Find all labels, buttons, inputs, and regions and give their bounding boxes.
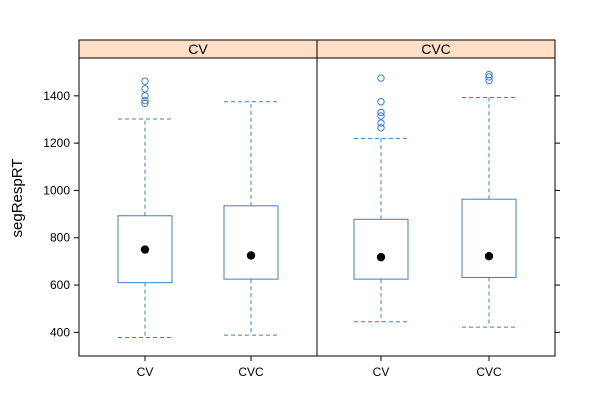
- y-tick-label: 1200: [43, 136, 70, 150]
- iqr-box: [223, 205, 279, 280]
- strip-label: CVC: [421, 41, 451, 57]
- outlier-point: [141, 96, 149, 105]
- panel-frame: [316, 57, 556, 357]
- y-tick-label: 1000: [43, 183, 70, 197]
- x-tick-label: CVC: [238, 365, 264, 379]
- x-tick-label: CVC: [476, 365, 502, 379]
- y-axis-title: segRespRT: [9, 159, 26, 238]
- panel-frame: [78, 57, 318, 357]
- box-cvc-cvc: [461, 70, 517, 328]
- iqr-box: [461, 198, 517, 278]
- median-dot: [376, 252, 386, 262]
- y-tick-label: 800: [50, 231, 70, 245]
- outlier-point: [141, 77, 149, 85]
- x-tick-label: CV: [137, 365, 154, 379]
- outlier-point: [141, 92, 149, 100]
- outlier-point: [377, 124, 385, 132]
- strip-label: CV: [188, 41, 208, 57]
- outlier-point: [377, 108, 385, 117]
- outlier-point: [141, 99, 149, 108]
- y-tick-label: 400: [50, 325, 70, 339]
- box-cv-cv: [117, 77, 173, 339]
- y-tick-label: 600: [50, 278, 70, 292]
- median-dot: [484, 251, 494, 261]
- outlier-point: [141, 85, 149, 93]
- x-tick-label: CV: [373, 365, 390, 379]
- box-cvc-cv: [353, 74, 409, 323]
- median-dot: [246, 251, 256, 260]
- outlier-point: [377, 119, 385, 127]
- iqr-box: [353, 218, 409, 280]
- outlier-point: [485, 73, 493, 81]
- median-dot: [140, 245, 150, 254]
- outlier-point: [377, 74, 385, 82]
- box-cv-cvc: [223, 101, 279, 336]
- outlier-point: [485, 70, 493, 79]
- outlier-point: [377, 98, 385, 106]
- outlier-point: [377, 112, 385, 120]
- y-tick-label: 1400: [43, 89, 70, 103]
- iqr-box: [117, 215, 173, 284]
